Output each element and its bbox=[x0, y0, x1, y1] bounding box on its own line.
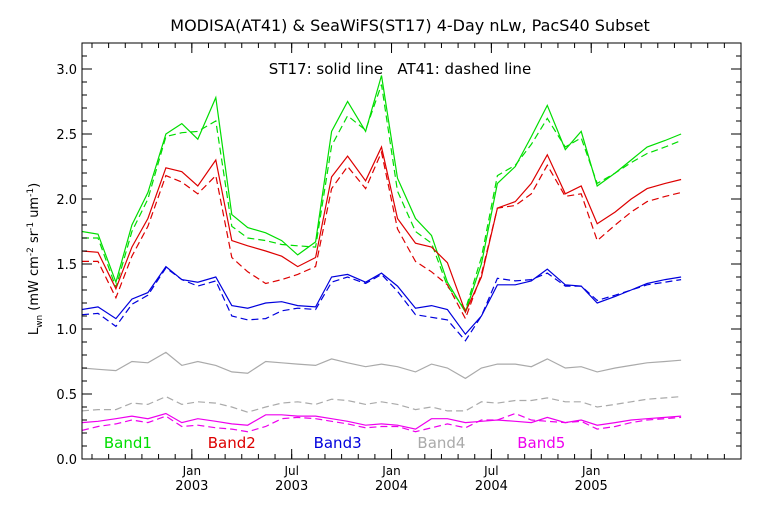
y-axis-label-units-close: ) bbox=[27, 183, 42, 188]
x-tick-label-year-2: 2004 bbox=[375, 479, 408, 494]
x-tick-label-year-0: 2003 bbox=[175, 479, 208, 494]
y-axis-label-units-open: (mW cm bbox=[27, 256, 42, 311]
y-axis-label-exp1: -2 bbox=[26, 247, 36, 256]
y-axis-label-exp3: -1 bbox=[26, 188, 36, 197]
legend-label-band5: Band5 bbox=[517, 434, 565, 452]
y-tick-label-6: 3.0 bbox=[56, 63, 77, 78]
y-axis-label-mid1: sr bbox=[27, 230, 42, 247]
x-tick-label-month-4: Jan bbox=[581, 464, 601, 478]
series-line-band5-solid bbox=[82, 412, 682, 430]
x-tick-label-month-3: Jul bbox=[483, 464, 498, 478]
series-line-band4-solid bbox=[82, 351, 682, 380]
x-tick-label-year-3: 2004 bbox=[475, 479, 508, 494]
series-lines bbox=[82, 75, 682, 433]
series-line-band3-solid bbox=[82, 265, 682, 336]
y-tick-label-0: 0.0 bbox=[56, 453, 77, 468]
y-tick-label-5: 2.5 bbox=[56, 128, 77, 143]
axes: 0.00.51.01.52.02.53.0Jan2003Jul2003Jan20… bbox=[56, 42, 742, 494]
x-tick-label-month-0: Jan bbox=[182, 464, 202, 478]
series-line-band2-dashed bbox=[82, 150, 682, 321]
x-tick-label-month-1: Jul bbox=[283, 464, 298, 478]
y-tick-label-4: 2.0 bbox=[56, 193, 77, 208]
x-tick-label-year-4: 2005 bbox=[575, 479, 608, 494]
y-axis-label-sub: wn bbox=[35, 315, 45, 328]
legend-label-band2: Band2 bbox=[208, 434, 256, 452]
legend-label-band3: Band3 bbox=[314, 434, 362, 452]
y-tick-label-2: 1.0 bbox=[56, 323, 77, 338]
y-tick-label-1: 0.5 bbox=[56, 388, 77, 403]
x-tick-label-year-1: 2003 bbox=[275, 479, 308, 494]
y-axis-label-main: L bbox=[27, 327, 42, 335]
y-tick-label-3: 1.5 bbox=[56, 258, 77, 273]
series-line-band1-dashed bbox=[82, 84, 682, 311]
chart-title: MODISA(AT41) & SeaWiFS(ST17) 4-Day nLw, … bbox=[170, 16, 649, 35]
line-style-annotation: ST17: solid line AT41: dashed line bbox=[269, 60, 531, 78]
series-line-band4-dashed bbox=[82, 395, 682, 413]
y-axis-label: Lwn (mW cm-2 sr-1 um-1) bbox=[26, 183, 45, 335]
y-axis-label-mid2: um bbox=[27, 197, 42, 222]
series-line-band1-solid bbox=[82, 75, 682, 314]
series-line-band5-dashed bbox=[82, 412, 682, 433]
x-tick-label-month-2: Jan bbox=[381, 464, 401, 478]
series-line-band2-solid bbox=[82, 145, 682, 314]
legend-label-band1: Band1 bbox=[104, 434, 152, 452]
plot-area bbox=[82, 75, 682, 433]
legend-label-band4: Band4 bbox=[417, 434, 465, 452]
svg-text:Lwn (mW cm-2 sr-1 um-1): Lwn (mW cm-2 sr-1 um-1) bbox=[26, 183, 45, 335]
legend: Band1 Band2 Band3 Band4 Band5 bbox=[104, 434, 565, 452]
y-axis-label-exp2: -1 bbox=[26, 222, 36, 231]
